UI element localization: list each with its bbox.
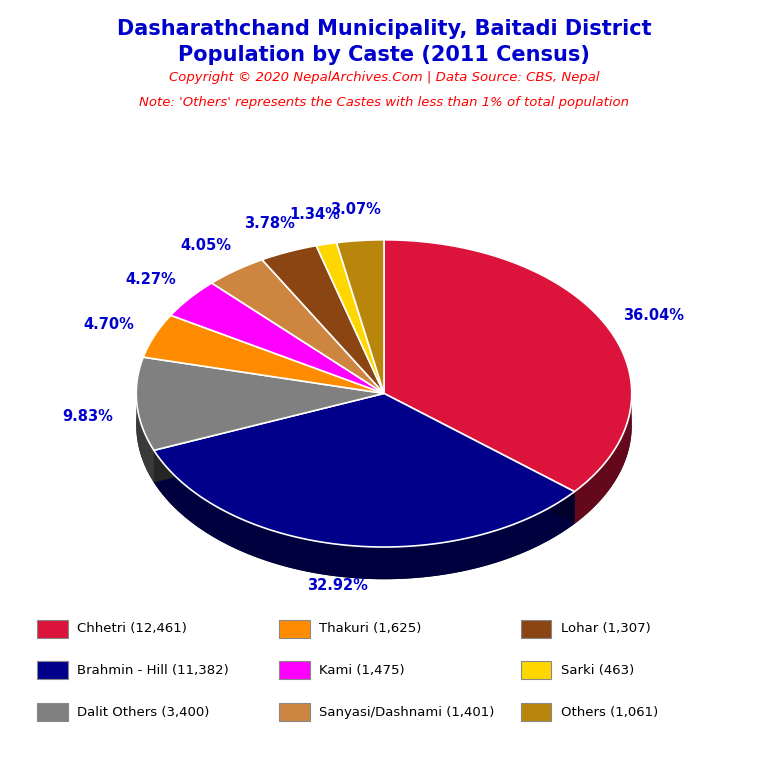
Bar — [521, 661, 551, 680]
Bar — [280, 703, 310, 721]
Polygon shape — [154, 450, 574, 579]
Polygon shape — [212, 260, 384, 393]
Text: 36.04%: 36.04% — [623, 308, 684, 323]
Text: Others (1,061): Others (1,061) — [561, 706, 658, 719]
Polygon shape — [384, 393, 574, 524]
Polygon shape — [316, 243, 384, 393]
Text: Sanyasi/Dashnami (1,401): Sanyasi/Dashnami (1,401) — [319, 706, 495, 719]
Polygon shape — [154, 393, 384, 482]
Polygon shape — [136, 394, 154, 482]
Text: Kami (1,475): Kami (1,475) — [319, 664, 405, 677]
Text: Thakuri (1,625): Thakuri (1,625) — [319, 622, 422, 635]
Bar — [280, 620, 310, 637]
Polygon shape — [154, 393, 384, 482]
Text: Chhetri (12,461): Chhetri (12,461) — [77, 622, 187, 635]
Bar — [521, 620, 551, 637]
Polygon shape — [336, 240, 384, 393]
Text: Brahmin - Hill (11,382): Brahmin - Hill (11,382) — [77, 664, 229, 677]
Polygon shape — [136, 272, 632, 579]
Text: 1.34%: 1.34% — [290, 207, 340, 222]
Bar — [38, 620, 68, 637]
Bar — [521, 703, 551, 721]
Text: 4.70%: 4.70% — [83, 316, 134, 332]
Text: 4.27%: 4.27% — [125, 272, 176, 286]
Polygon shape — [154, 393, 574, 547]
Text: Dasharathchand Municipality, Baitadi District: Dasharathchand Municipality, Baitadi Dis… — [117, 19, 651, 39]
Polygon shape — [384, 393, 574, 524]
Text: Dalit Others (3,400): Dalit Others (3,400) — [77, 706, 210, 719]
Text: Copyright © 2020 NepalArchives.Com | Data Source: CBS, Nepal: Copyright © 2020 NepalArchives.Com | Dat… — [169, 71, 599, 84]
Polygon shape — [136, 357, 384, 450]
Text: 4.05%: 4.05% — [180, 238, 231, 253]
Text: 3.78%: 3.78% — [244, 216, 295, 231]
Polygon shape — [384, 240, 632, 492]
Polygon shape — [170, 283, 384, 393]
Polygon shape — [574, 394, 632, 524]
Bar — [38, 703, 68, 721]
Polygon shape — [144, 316, 384, 393]
Text: Lohar (1,307): Lohar (1,307) — [561, 622, 650, 635]
Text: Population by Caste (2011 Census): Population by Caste (2011 Census) — [178, 45, 590, 65]
Bar — [280, 661, 310, 680]
Text: Sarki (463): Sarki (463) — [561, 664, 634, 677]
Bar — [38, 661, 68, 680]
Polygon shape — [262, 246, 384, 393]
Text: 9.83%: 9.83% — [62, 409, 113, 424]
Text: Note: 'Others' represents the Castes with less than 1% of total population: Note: 'Others' represents the Castes wit… — [139, 96, 629, 109]
Text: 3.07%: 3.07% — [330, 203, 381, 217]
Text: 32.92%: 32.92% — [307, 578, 368, 593]
